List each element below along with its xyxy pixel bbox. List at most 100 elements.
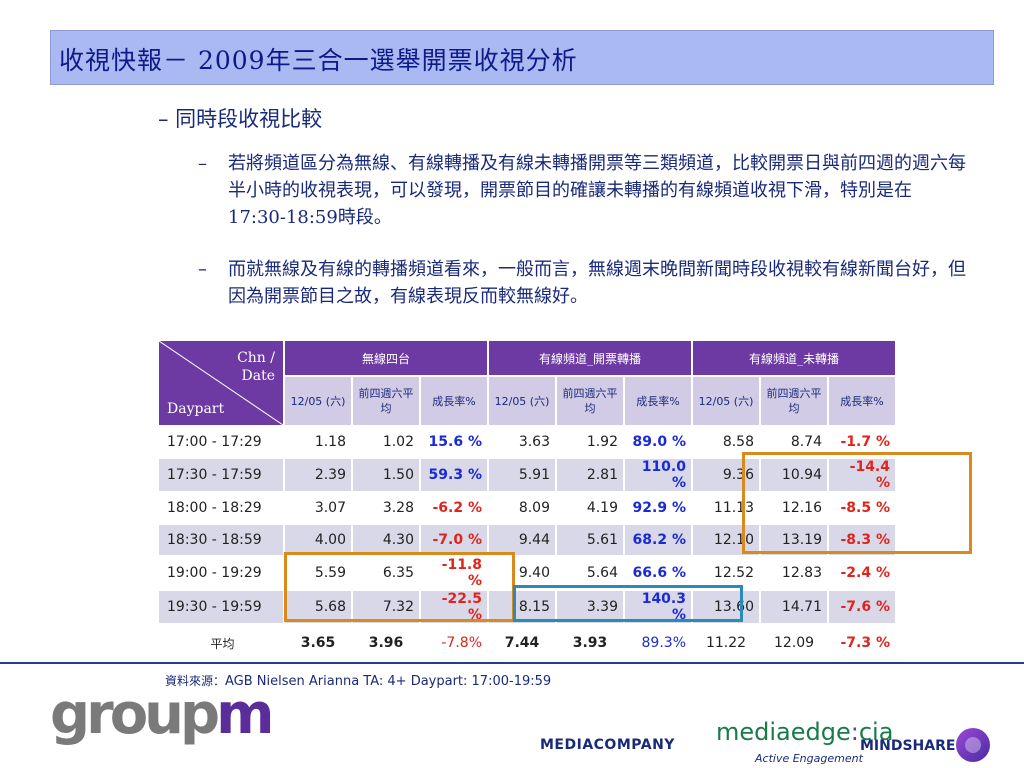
growth-cell: 15.6 % [421,427,487,457]
value-cell: 3.63 [489,427,555,457]
corner-header-top: Chn / Date [237,349,275,385]
growth-cell: 66.6 % [625,557,691,589]
value-cell: 12.10 [693,525,759,555]
growth-cell: 59.3 % [421,459,487,491]
value-cell: 4.00 [285,525,351,555]
bullet-dash: – [198,259,207,280]
value-cell: 13.19 [761,525,827,555]
value-cell: 3.07 [285,493,351,523]
growth-cell: -2.4 % [829,557,895,589]
table-row: 18:00 - 18:29 3.07 3.28 -6.2 % 8.09 4.19… [159,493,895,523]
value-cell: 5.91 [489,459,555,491]
value-cell: 13.60 [693,591,759,623]
footer-divider [0,662,1024,664]
value-cell: 12.09 [761,625,827,661]
sub-header-growth: 成長率% [829,377,895,425]
sub-header-growth: 成長率% [625,377,691,425]
growth-cell: -7.0 % [421,525,487,555]
mec-logo-b: cia [858,718,894,746]
sub-header-date: 12/05 (六) [693,377,759,425]
growth-cell: 92.9 % [625,493,691,523]
growth-cell: -7.6 % [829,591,895,623]
sub-header-avg: 前四週六平均 [761,377,827,425]
value-cell: 1.92 [557,427,623,457]
growth-cell: -22.5 % [421,591,487,623]
value-cell: 3.39 [557,591,623,623]
mec-logo-a: mediaedge [716,718,851,746]
sub-header-growth: 成長率% [421,377,487,425]
value-cell: 1.18 [285,427,351,457]
growth-cell: -14.4 % [829,459,895,491]
value-cell: 5.59 [285,557,351,589]
value-cell: 3.28 [353,493,419,523]
growth-cell: -1.7 % [829,427,895,457]
mec-logo-colon: : [850,718,859,746]
table-row: 19:30 - 19:59 5.68 7.32 -22.5 % 8.15 3.3… [159,591,895,623]
bullet-text-1: 若將頻道區分為無線、有線轉播及有線未轉播開票等三類頻道，比較開票日與前四週的週六… [228,153,966,228]
value-cell: 9.40 [489,557,555,589]
mindshare-logo: MINDSHARE [860,738,956,754]
value-cell: 3.65 [285,625,351,661]
growth-cell: -6.2 % [421,493,487,523]
growth-cell: 68.2 % [625,525,691,555]
source-text: AGB Nielsen Arianna TA: 4+ Daypart: 17:0… [225,674,552,689]
groupm-logo-text: group [50,682,220,747]
value-cell: 3.93 [557,625,623,661]
sub-header-date: 12/05 (六) [489,377,555,425]
value-cell: 11.22 [693,625,759,661]
sub-header-avg: 前四週六平均 [557,377,623,425]
value-cell: 5.68 [285,591,351,623]
source-label: 資料來源： [165,674,226,688]
bullet-dash: – [198,153,207,174]
corner-date-label: Date [241,368,275,384]
value-cell: 8.09 [489,493,555,523]
ratings-table-wrap: Chn / Date Daypart 無線四台 有線頻道_開票轉播 有線頻道_未… [157,339,897,663]
mediacompany-logo: MEDIACOMPANY [540,737,675,753]
subheading: – 同時段收視比較 [158,107,323,131]
value-cell: 8.15 [489,591,555,623]
value-cell: 12.16 [761,493,827,523]
growth-cell: -8.5 % [829,493,895,523]
groupm-logo: groupm [50,682,275,747]
table-row: 17:30 - 17:59 2.39 1.50 59.3 % 5.91 2.81… [159,459,895,491]
growth-cell: 89.3% [625,625,691,661]
group-header-terrestrial: 無線四台 [285,341,487,375]
bullet-text-2: 而就無線及有線的轉播頻道看來，一般而言，無線週末晚間新聞時段收視較有線新聞台好，… [228,259,966,307]
value-cell: 4.19 [557,493,623,523]
table-row: 19:00 - 19:29 5.59 6.35 -11.8 % 9.40 5.6… [159,557,895,589]
bullet-2: – 而就無線及有線的轉播頻道看來，一般而言，無線週末晚間新聞時段收視較有線新聞台… [198,256,968,310]
value-cell: 6.35 [353,557,419,589]
value-cell: 1.50 [353,459,419,491]
value-cell: 2.39 [285,459,351,491]
daypart-cell: 17:30 - 17:59 [159,459,283,491]
value-cell: 14.71 [761,591,827,623]
source-note: 資料來源：AGB Nielsen Arianna TA: 4+ Daypart:… [165,672,551,689]
group-header-cable-broadcast: 有線頻道_開票轉播 [489,341,691,375]
bullet-1: – 若將頻道區分為無線、有線轉播及有線未轉播開票等三類頻道，比較開票日與前四週的… [198,150,968,231]
value-cell: 9.36 [693,459,759,491]
daypart-cell: 17:00 - 17:29 [159,427,283,457]
page-title: 收視快報－ 2009年三合一選舉開票收視分析 [59,46,578,75]
value-cell: 11.13 [693,493,759,523]
daypart-cell: 18:30 - 18:59 [159,525,283,555]
value-cell: 3.96 [353,625,419,661]
corner-diagonal [159,341,283,425]
sub-header-avg: 前四週六平均 [353,377,419,425]
value-cell: 1.02 [353,427,419,457]
value-cell: 8.74 [761,427,827,457]
value-cell: 10.94 [761,459,827,491]
growth-cell: -8.3 % [829,525,895,555]
growth-cell: 89.0 % [625,427,691,457]
growth-cell: -11.8 % [421,557,487,589]
value-cell: 9.44 [489,525,555,555]
table-row: 17:00 - 17:29 1.18 1.02 15.6 % 3.63 1.92… [159,427,895,457]
corner-chn-label: Chn / [237,350,275,366]
average-label: 平均 [159,625,283,661]
sub-header-date: 12/05 (六) [285,377,351,425]
table-row: 18:30 - 18:59 4.00 4.30 -7.0 % 9.44 5.61… [159,525,895,555]
growth-cell: 110.0 % [625,459,691,491]
group-header-cable-nonbroadcast: 有線頻道_未轉播 [693,341,895,375]
value-cell: 7.32 [353,591,419,623]
value-cell: 2.81 [557,459,623,491]
value-cell: 12.52 [693,557,759,589]
